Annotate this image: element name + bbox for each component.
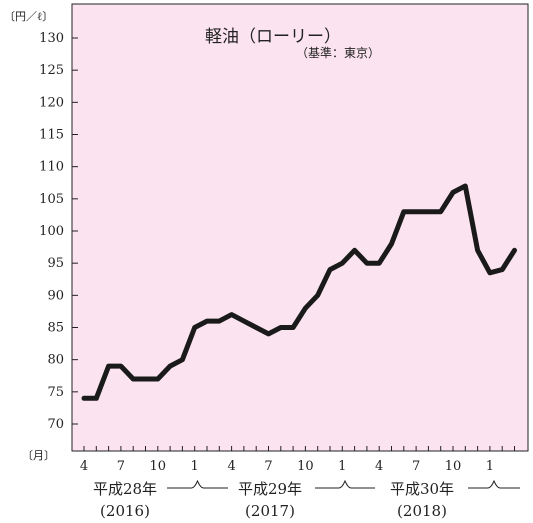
y-tick-label: 85 bbox=[47, 321, 64, 336]
x-tick-label: 10 bbox=[445, 459, 462, 474]
x-tick-label: 10 bbox=[150, 459, 167, 474]
y-tick-label: 80 bbox=[47, 353, 64, 368]
x-tick-label: 4 bbox=[375, 459, 383, 474]
era-labels: 平成28年 (2016) 平成29年 (2017) 平成30年 (2018) bbox=[93, 479, 520, 520]
x-tick-label: 1 bbox=[191, 459, 199, 474]
y-axis: 70 75 80 85 90 95 100 105 110 115 120 125 130 bbox=[39, 31, 78, 432]
year-label: (2017) bbox=[245, 502, 295, 520]
x-tick-label: 4 bbox=[227, 459, 235, 474]
series-group bbox=[81, 183, 517, 401]
era-label: 平成28年 bbox=[93, 480, 157, 498]
chart-subtitle: （基準：東京） bbox=[296, 45, 380, 60]
y-tick-label: 75 bbox=[47, 385, 64, 400]
x-unit-label: 〔月〕 bbox=[22, 449, 55, 462]
y-tick-label: 105 bbox=[39, 192, 64, 207]
y-unit-label: 〔円／ℓ〕 bbox=[4, 10, 53, 23]
x-tick-label: 7 bbox=[117, 459, 125, 474]
plot-area bbox=[71, 3, 529, 452]
year-bracket-line bbox=[167, 479, 228, 489]
x-tick-label: 4 bbox=[80, 459, 88, 474]
era-label: 平成30年 bbox=[390, 480, 454, 498]
y-tick-label: 70 bbox=[47, 417, 64, 432]
y-tick-label: 100 bbox=[39, 224, 64, 239]
y-tick-label: 125 bbox=[39, 63, 64, 78]
y-tick-label: 120 bbox=[39, 95, 64, 110]
era-label: 平成29年 bbox=[238, 480, 302, 498]
x-tick-label: 10 bbox=[297, 459, 314, 474]
y-tick-label: 95 bbox=[47, 256, 64, 271]
y-tick-label: 110 bbox=[39, 160, 64, 175]
series-line bbox=[81, 183, 517, 401]
x-tick-label: 1 bbox=[486, 459, 494, 474]
year-label: (2016) bbox=[100, 502, 150, 520]
year-bracket-line bbox=[315, 479, 375, 489]
y-tick-label: 115 bbox=[39, 128, 64, 143]
x-tick-label: 7 bbox=[412, 459, 420, 474]
x-tick-label: 7 bbox=[264, 459, 272, 474]
chart-title: 軽油（ローリー） bbox=[205, 27, 341, 47]
x-tick-label: 1 bbox=[338, 459, 346, 474]
x-axis: 4 7 10 1 4 7 10 1 4 7 10 1 bbox=[80, 446, 515, 474]
y-tick-label: 130 bbox=[39, 31, 64, 46]
y-tick-label: 90 bbox=[47, 288, 64, 303]
year-bracket-line bbox=[468, 479, 520, 489]
year-label: (2018) bbox=[397, 502, 447, 520]
